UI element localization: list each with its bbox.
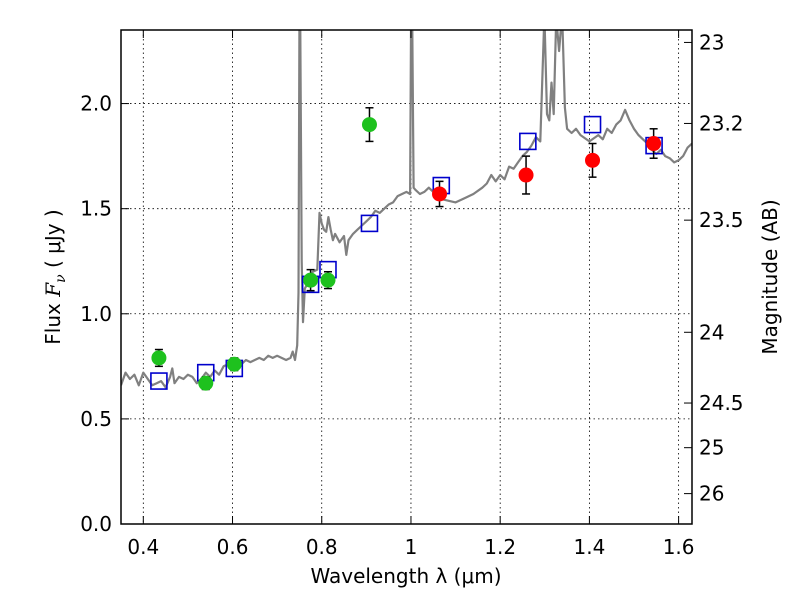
red-observed-point	[432, 186, 448, 202]
y2-tick-label: 24	[699, 320, 724, 344]
y2-tick-label: 23	[699, 30, 724, 54]
y-tick-label: 2.0	[80, 92, 112, 116]
red-observed-point	[646, 136, 662, 152]
x-tick-label: 1	[405, 535, 418, 559]
x-tick-label: 1.6	[663, 535, 695, 559]
y-tick-label: 0.5	[80, 407, 112, 431]
red-observed-point	[518, 167, 534, 183]
green-observed-point	[361, 117, 377, 133]
y-tick-label: 1.5	[80, 197, 112, 221]
y2-axis-title: Magnitude (AB)	[758, 199, 782, 354]
x-tick-label: 0.4	[127, 535, 159, 559]
model-photometry-square	[583, 115, 602, 134]
x-tick-label: 1.2	[484, 535, 516, 559]
y-axis-title: Flux Fν ( μJy )	[41, 209, 69, 344]
plot-frame	[120, 29, 693, 525]
green-observed-point	[320, 272, 336, 288]
x-axis-title: Wavelength λ (μm)	[310, 564, 501, 588]
y2-tick-label: 23.2	[699, 111, 744, 135]
y2-tick-label: 25	[699, 436, 724, 460]
model-photometry-square	[360, 214, 379, 233]
plot-area	[121, 30, 692, 391]
y2-tick-label: 26	[699, 482, 724, 506]
y2-tick-label: 24.5	[699, 391, 744, 415]
model-photometry-square	[150, 372, 168, 390]
green-observed-point	[151, 350, 167, 366]
axis-ticks: 0.4 0.6 0.8 1 1.2 1.4 1.6 0.0 0.5 1.0 1.5 2.0 23 23.2…	[80, 30, 744, 559]
x-tick-label: 0.6	[217, 535, 249, 559]
y-tick-label: 0.0	[80, 512, 112, 536]
red-observed-point	[585, 152, 601, 168]
y2-tick-label: 23.5	[699, 208, 744, 232]
green-observed-point	[226, 356, 242, 372]
x-tick-label: 1.4	[573, 535, 605, 559]
model-spectrum-line	[121, 30, 692, 389]
green-observed-point	[198, 375, 214, 391]
x-tick-label: 0.8	[306, 535, 338, 559]
green-observed-point	[303, 272, 319, 288]
model-photometry-square	[519, 132, 537, 151]
y-tick-label: 1.0	[80, 302, 112, 326]
